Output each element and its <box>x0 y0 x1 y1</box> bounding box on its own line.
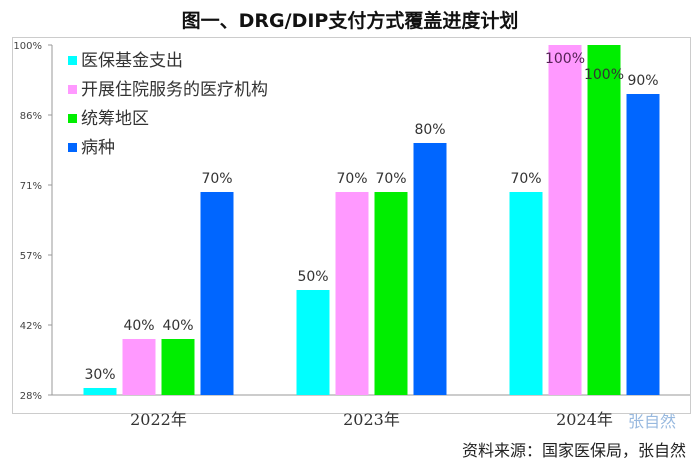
legend-label: 医保基金支出 <box>81 51 183 71</box>
data-label: 90% <box>627 73 658 89</box>
bar <box>548 45 582 395</box>
legend-label: 开展住院服务的医疗机构 <box>81 80 268 100</box>
y-tick-label: 71% <box>20 181 42 192</box>
data-label: 100% <box>545 51 585 67</box>
bar <box>83 387 117 395</box>
bar <box>335 191 369 395</box>
data-label: 70% <box>375 171 406 187</box>
data-label: 70% <box>336 171 367 187</box>
y-tick-label: 100% <box>13 41 42 52</box>
data-label: 30% <box>84 367 115 383</box>
x-tick-label: 2022年 <box>130 410 187 429</box>
watermark: 张自然 <box>628 412 677 431</box>
x-tick-label: 2024年 <box>556 410 613 429</box>
source-note: 资料来源：国家医保局，张自然 <box>461 441 686 460</box>
legend-swatch <box>68 114 77 123</box>
data-label: 40% <box>123 318 154 334</box>
legend-swatch <box>68 56 77 65</box>
data-label: 50% <box>297 269 328 285</box>
chart-title: 图一、DRG/DIP支付方式覆盖进度计划 <box>181 10 519 32</box>
legend-swatch <box>68 143 77 152</box>
legend-label: 病种 <box>81 138 115 158</box>
data-label: 100% <box>584 67 624 83</box>
bar <box>200 191 234 395</box>
bar <box>509 191 543 395</box>
bar <box>161 338 195 395</box>
data-label: 70% <box>201 171 232 187</box>
legend-label: 统筹地区 <box>81 109 149 129</box>
x-tick-label: 2023年 <box>343 410 400 429</box>
bar <box>122 338 156 395</box>
y-tick-label: 57% <box>20 251 42 262</box>
bar <box>296 289 330 395</box>
bar <box>626 93 660 395</box>
bar <box>374 191 408 395</box>
y-tick-label: 86% <box>20 111 42 122</box>
bar <box>413 142 447 395</box>
data-label: 70% <box>510 171 541 187</box>
legend-swatch <box>68 85 77 94</box>
bar <box>587 45 621 395</box>
y-tick-label: 28% <box>20 391 42 402</box>
data-label: 80% <box>414 122 445 138</box>
chart-frame <box>12 37 691 414</box>
data-label: 40% <box>162 318 193 334</box>
y-tick-label: 42% <box>20 321 42 332</box>
